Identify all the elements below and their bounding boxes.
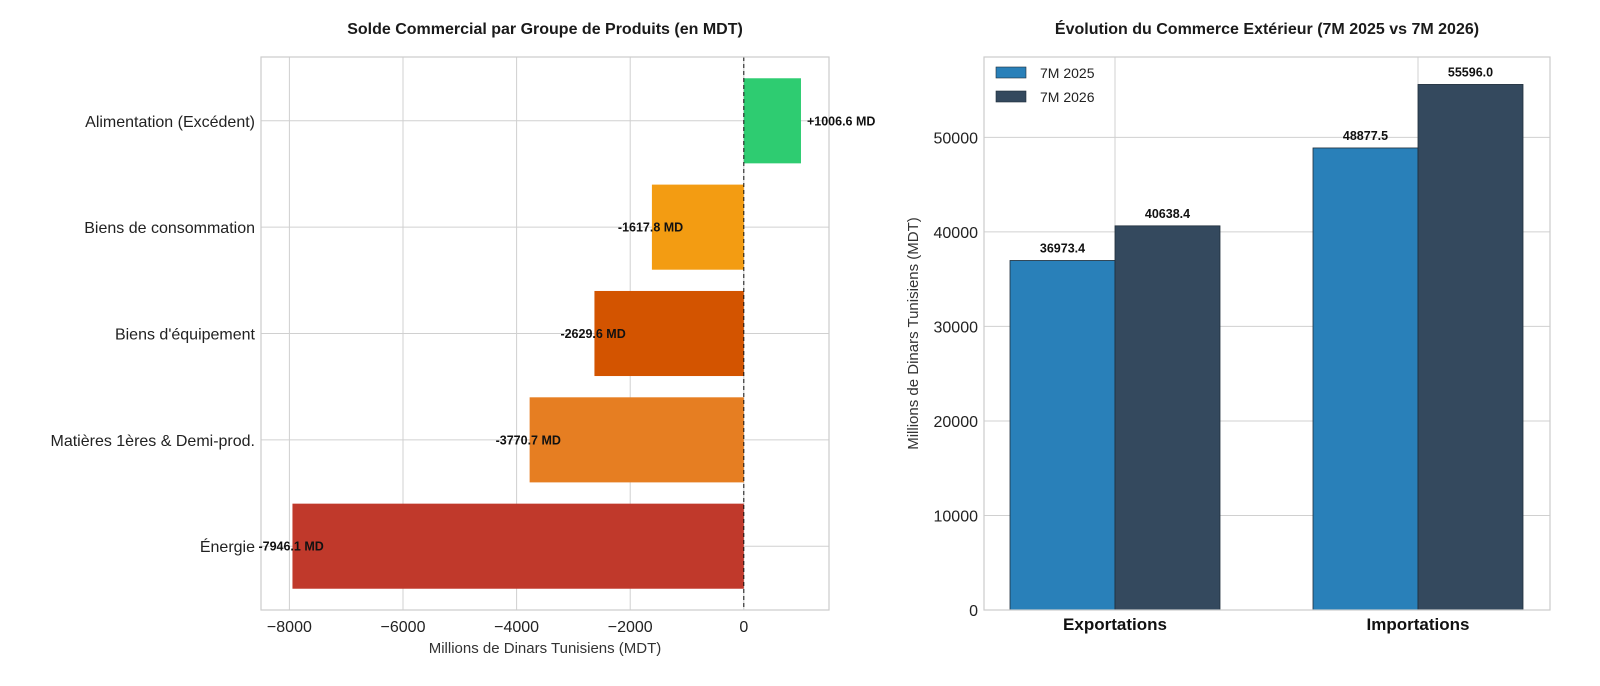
right-plot-frame xyxy=(983,56,1551,611)
x-axis-label: Millions de Dinars Tunisiens (MDT) xyxy=(429,640,662,657)
x-tick-label: Exportations xyxy=(1063,615,1167,634)
y-tick-label: Matières 1ères & Demi-prod. xyxy=(50,433,255,450)
chart-title: Évolution du Commerce Extérieur (7M 2025… xyxy=(1055,19,1479,38)
x-tick-label: Importations xyxy=(1367,615,1470,634)
chart-title: Solde Commercial par Groupe de Produits … xyxy=(347,21,743,38)
y-axis-label: Millions de Dinars Tunisiens (MDT) xyxy=(905,217,922,450)
y-tick-label: 40000 xyxy=(934,225,979,242)
y-tick-label: Énergie xyxy=(200,537,255,556)
bar-7m-2026-1 xyxy=(1114,225,1221,611)
y-tick-label: 0 xyxy=(969,603,978,620)
x-tick-label: −4000 xyxy=(494,619,539,636)
bar-4 xyxy=(529,397,744,483)
y-tick-label: Biens de consommation xyxy=(84,220,255,237)
bar-7m-2026-2 xyxy=(1417,84,1524,611)
x-tick-label: −6000 xyxy=(381,619,426,636)
y-tick-label: 10000 xyxy=(934,508,979,525)
x-tick-label: 0 xyxy=(739,619,748,636)
bar-7m-2025-2 xyxy=(1312,147,1419,611)
legend-swatch xyxy=(995,66,1027,79)
bar-3 xyxy=(594,290,744,377)
bar-data-label: +1006.6 MD xyxy=(807,114,875,128)
left-plot-frame xyxy=(260,56,830,611)
x-tick-label: −2000 xyxy=(608,619,653,636)
x-tick-label: −8000 xyxy=(267,619,312,636)
y-tick-label: 50000 xyxy=(934,130,979,147)
bar-data-label: -2629.6 MD xyxy=(560,327,625,341)
bar-data-label: 36973.4 xyxy=(1040,241,1085,255)
bar-data-label: 48877.5 xyxy=(1343,129,1388,143)
legend-swatch xyxy=(995,90,1027,103)
bar-data-label: 40638.4 xyxy=(1145,207,1190,221)
bar-2 xyxy=(651,184,744,270)
bar-data-label: -1617.8 MD xyxy=(618,221,683,235)
bar-data-label: -3770.7 MD xyxy=(496,433,561,447)
y-tick-label: Biens d'équipement xyxy=(115,327,256,344)
y-tick-label: 30000 xyxy=(934,319,979,336)
legend-entry: 7M 2026 xyxy=(1040,89,1095,105)
bar-data-label: 55596.0 xyxy=(1448,65,1493,79)
y-tick-label: 20000 xyxy=(934,414,979,431)
legend-entry: 7M 2025 xyxy=(1040,65,1095,81)
bar-7m-2025-1 xyxy=(1009,260,1116,611)
bar-1 xyxy=(743,78,801,164)
bar-5 xyxy=(292,503,744,589)
y-tick-label: Alimentation (Excédent) xyxy=(85,114,255,131)
bar-data-label: -7946.1 MD xyxy=(258,540,323,554)
